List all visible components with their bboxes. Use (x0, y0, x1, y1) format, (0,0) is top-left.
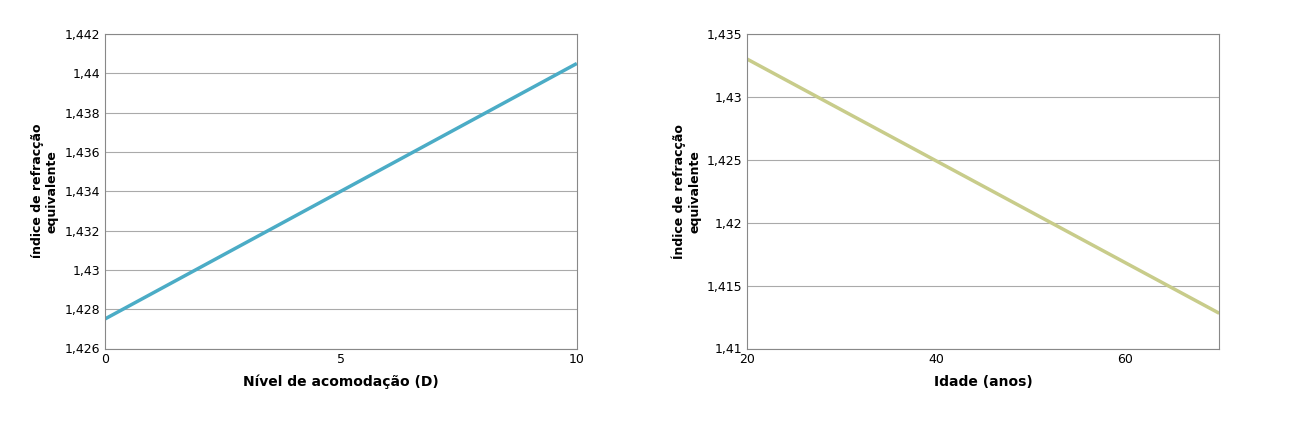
Y-axis label: índice de refracção
equivalente: índice de refracção equivalente (31, 124, 59, 258)
X-axis label: Idade (anos): Idade (anos) (933, 375, 1033, 389)
Y-axis label: Índice de refracção
equivalente: Índice de refracção equivalente (671, 124, 701, 259)
X-axis label: Nível de acomodação (D): Nível de acomodação (D) (243, 375, 439, 389)
